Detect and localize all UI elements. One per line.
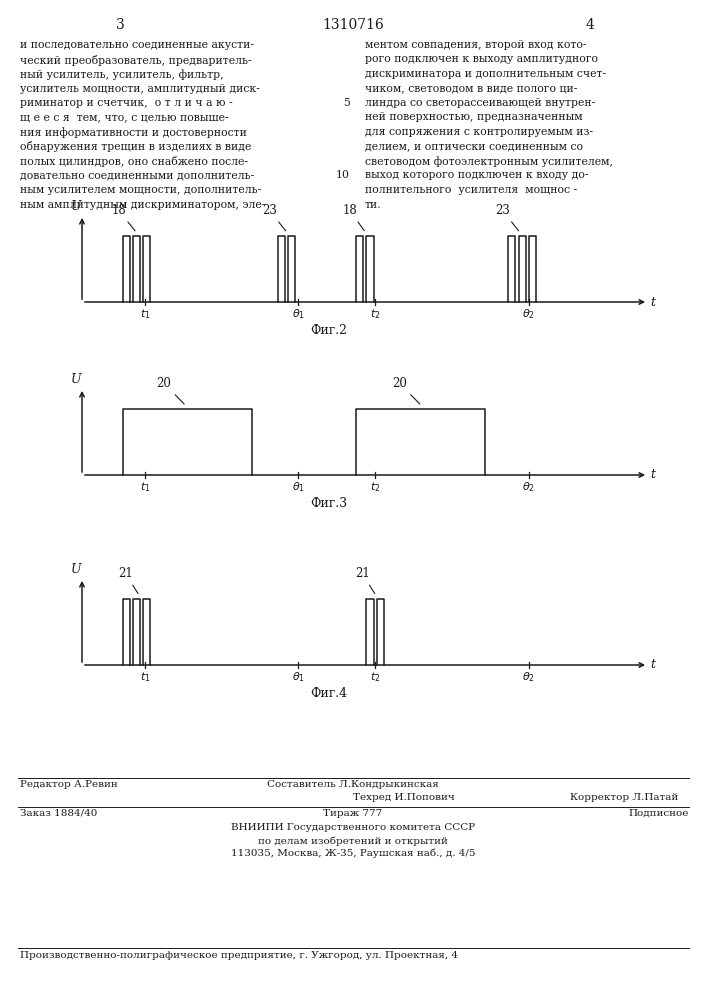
Text: для сопряжения с контролируемым из-: для сопряжения с контролируемым из-	[365, 127, 593, 137]
Text: $t_2$: $t_2$	[370, 670, 380, 684]
Text: Тираж 777: Тираж 777	[323, 809, 382, 818]
Text: ным амплитудным дискриминатором, эле-: ным амплитудным дискриминатором, эле-	[20, 200, 265, 210]
Text: Техред И.Попович: Техред И.Попович	[353, 793, 455, 802]
Text: 21: 21	[118, 567, 138, 594]
Text: ный усилитель, усилитель, фильтр,: ный усилитель, усилитель, фильтр,	[20, 69, 223, 80]
Text: U: U	[71, 563, 81, 576]
Text: выход которого подключен к входу до-: выход которого подключен к входу до-	[365, 170, 588, 180]
Text: ВНИИПИ Государственного комитета СССР: ВНИИПИ Государственного комитета СССР	[231, 823, 475, 832]
Text: $\theta_2$: $\theta_2$	[522, 307, 535, 321]
Text: 21: 21	[355, 567, 375, 594]
Text: $t_1$: $t_1$	[140, 480, 151, 494]
Text: ния информативности и достоверности: ния информативности и достоверности	[20, 127, 247, 138]
Text: $\theta_2$: $\theta_2$	[522, 480, 535, 494]
Text: U: U	[71, 373, 81, 386]
Text: довательно соединенными дополнитель-: довательно соединенными дополнитель-	[20, 170, 255, 180]
Text: дискриминатора и дополнительным счет-: дискриминатора и дополнительным счет-	[365, 69, 606, 79]
Text: Заказ 1884/40: Заказ 1884/40	[20, 809, 98, 818]
Text: $\theta_1$: $\theta_1$	[292, 307, 305, 321]
Text: $\theta_1$: $\theta_1$	[292, 670, 305, 684]
Text: t: t	[650, 658, 655, 672]
Text: $t_2$: $t_2$	[370, 480, 380, 494]
Text: 4: 4	[585, 18, 595, 32]
Text: Фиг.2: Фиг.2	[310, 324, 347, 337]
Text: ней поверхностью, предназначенным: ней поверхностью, предназначенным	[365, 112, 583, 122]
Text: световодом фотоэлектронным усилителем,: световодом фотоэлектронным усилителем,	[365, 156, 613, 167]
Text: 23: 23	[262, 204, 286, 231]
Text: ментом совпадения, второй вход кото-: ментом совпадения, второй вход кото-	[365, 40, 587, 50]
Text: $\theta_2$: $\theta_2$	[522, 670, 535, 684]
Text: рого подключен к выходу амплитудного: рого подключен к выходу амплитудного	[365, 54, 598, 64]
Text: t: t	[650, 296, 655, 308]
Text: ти.: ти.	[365, 200, 382, 210]
Text: линдра со светорассеивающей внутрен-: линдра со светорассеивающей внутрен-	[365, 98, 595, 108]
Text: Составитель Л.Кондрыкинская: Составитель Л.Кондрыкинская	[267, 780, 439, 789]
Text: 23: 23	[495, 204, 519, 231]
Text: 18: 18	[342, 204, 364, 231]
Text: $t_1$: $t_1$	[140, 670, 151, 684]
Text: 20: 20	[157, 377, 185, 404]
Text: Подписное: Подписное	[629, 809, 689, 818]
Text: полнительного  усилителя  мощнос -: полнительного усилителя мощнос -	[365, 185, 577, 195]
Text: 5: 5	[343, 98, 350, 108]
Text: Фиг.3: Фиг.3	[310, 497, 347, 510]
Text: риминатор и счетчик,  о т л и ч а ю -: риминатор и счетчик, о т л и ч а ю -	[20, 98, 233, 108]
Text: полых цилиндров, оно снабжено после-: полых цилиндров, оно снабжено после-	[20, 156, 248, 167]
Text: и последовательно соединенные акусти-: и последовательно соединенные акусти-	[20, 40, 254, 50]
Text: Корректор Л.Патай: Корректор Л.Патай	[570, 793, 678, 802]
Text: Фиг.4: Фиг.4	[310, 687, 347, 700]
Text: 1310716: 1310716	[322, 18, 384, 32]
Text: ным усилителем мощности, дополнитель-: ным усилителем мощности, дополнитель-	[20, 185, 262, 195]
Text: 10: 10	[336, 170, 350, 180]
Text: 20: 20	[392, 377, 420, 404]
Text: U: U	[71, 200, 81, 213]
Text: $t_1$: $t_1$	[140, 307, 151, 321]
Text: усилитель мощности, амплитудный диск-: усилитель мощности, амплитудный диск-	[20, 84, 260, 94]
Text: чиком, световодом в виде полого ци-: чиком, световодом в виде полого ци-	[365, 84, 578, 94]
Text: 18: 18	[112, 204, 135, 231]
Text: 3: 3	[116, 18, 124, 32]
Text: Редактор А.Ревин: Редактор А.Ревин	[20, 780, 118, 789]
Text: $\theta_1$: $\theta_1$	[292, 480, 305, 494]
Text: щ е е с я  тем, что, с целью повыше-: щ е е с я тем, что, с целью повыше-	[20, 112, 228, 122]
Text: $t_2$: $t_2$	[370, 307, 380, 321]
Text: обнаружения трещин в изделиях в виде: обнаружения трещин в изделиях в виде	[20, 141, 252, 152]
Text: Производственно-полиграфическое предприятие, г. Ужгород, ул. Проектная, 4: Производственно-полиграфическое предприя…	[20, 951, 458, 960]
Text: делием, и оптически соединенным со: делием, и оптически соединенным со	[365, 141, 583, 151]
Text: по делам изобретений и открытий: по делам изобретений и открытий	[258, 836, 448, 846]
Text: t: t	[650, 468, 655, 482]
Text: ческий преобразователь, предваритель-: ческий преобразователь, предваритель-	[20, 54, 252, 66]
Text: 113035, Москва, Ж-35, Раушская наб., д. 4/5: 113035, Москва, Ж-35, Раушская наб., д. …	[230, 849, 475, 858]
